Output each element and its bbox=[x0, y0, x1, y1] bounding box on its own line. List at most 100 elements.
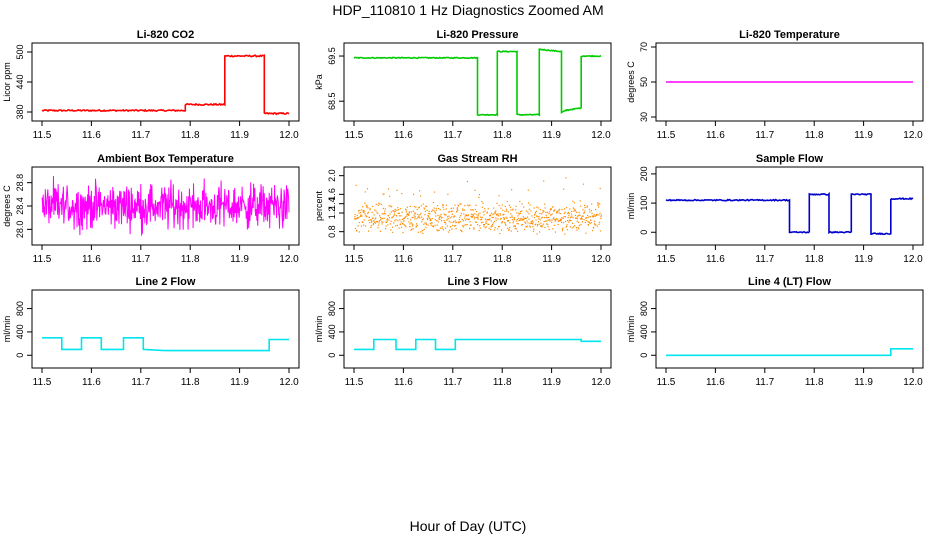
data-point bbox=[537, 224, 539, 226]
data-point bbox=[368, 216, 370, 218]
data-point bbox=[573, 208, 575, 210]
data-point bbox=[462, 220, 464, 222]
data-point bbox=[409, 205, 411, 207]
data-point bbox=[448, 220, 450, 222]
data-point bbox=[508, 204, 510, 206]
data-point bbox=[399, 224, 401, 226]
data-point bbox=[492, 225, 494, 227]
data-point bbox=[382, 207, 384, 210]
data-point bbox=[466, 214, 468, 217]
x-tick-label: 11.9 bbox=[542, 130, 561, 141]
data-point bbox=[564, 208, 566, 210]
data-point bbox=[498, 226, 501, 228]
x-tick-label: 11.5 bbox=[345, 254, 364, 265]
data-point bbox=[493, 213, 495, 215]
data-point bbox=[379, 230, 381, 232]
data-point bbox=[417, 231, 419, 233]
data-point bbox=[445, 214, 447, 216]
data-point bbox=[550, 214, 552, 216]
data-point bbox=[427, 224, 429, 226]
data-point bbox=[546, 220, 548, 222]
data-point bbox=[551, 219, 553, 221]
data-point bbox=[460, 213, 462, 215]
data-point bbox=[531, 215, 533, 217]
data-point bbox=[507, 220, 509, 222]
data-point bbox=[400, 223, 402, 225]
data-point bbox=[402, 223, 404, 225]
x-tick-label: 11.8 bbox=[493, 254, 512, 265]
data-point bbox=[539, 231, 541, 233]
data-point bbox=[583, 212, 585, 214]
data-point bbox=[551, 213, 553, 215]
data-point bbox=[389, 195, 391, 197]
data-point bbox=[355, 184, 357, 186]
y-tick-label: 800 bbox=[639, 301, 649, 316]
x-tick-label: 11.6 bbox=[706, 130, 725, 141]
data-point bbox=[381, 221, 383, 223]
data-point bbox=[359, 209, 361, 212]
data-point bbox=[574, 214, 577, 217]
data-point bbox=[517, 230, 519, 232]
data-point bbox=[468, 205, 470, 207]
data-point bbox=[511, 216, 513, 218]
data-point bbox=[523, 218, 525, 221]
data-point bbox=[599, 187, 601, 190]
data-point bbox=[435, 209, 437, 211]
data-point bbox=[452, 207, 454, 209]
data-point bbox=[478, 194, 481, 196]
data-point bbox=[414, 213, 417, 215]
data-point bbox=[490, 212, 493, 214]
data-point bbox=[543, 220, 545, 223]
data-point bbox=[598, 221, 600, 223]
data-point bbox=[378, 202, 380, 204]
data-point bbox=[561, 228, 563, 230]
data-point bbox=[439, 218, 441, 220]
data-point bbox=[487, 219, 489, 221]
data-point bbox=[456, 208, 458, 210]
data-point bbox=[470, 215, 472, 218]
data-point bbox=[459, 216, 461, 218]
data-point bbox=[500, 218, 502, 220]
data-point bbox=[452, 224, 454, 227]
data-point bbox=[367, 207, 369, 209]
data-point bbox=[401, 218, 403, 220]
data-point bbox=[374, 218, 376, 220]
data-point bbox=[525, 217, 527, 219]
data-point bbox=[486, 212, 488, 214]
x-tick-label: 11.7 bbox=[755, 130, 774, 141]
x-tick-label: 11.7 bbox=[443, 130, 462, 141]
data-point bbox=[413, 193, 415, 195]
y-tick-label: 0 bbox=[639, 353, 649, 358]
data-point bbox=[391, 206, 393, 208]
data-point bbox=[500, 217, 502, 219]
panel-3: Li-820 Temperature 11.5 11.6 11.7 11.8 11.9 12… bbox=[626, 29, 924, 141]
data-point bbox=[398, 227, 400, 229]
data-point bbox=[509, 216, 511, 219]
x-tick-label: 12.0 bbox=[591, 377, 611, 388]
data-point bbox=[526, 225, 528, 227]
data-point bbox=[385, 225, 387, 227]
data-point bbox=[427, 218, 429, 220]
data-point bbox=[543, 180, 545, 182]
data-point bbox=[427, 215, 429, 217]
series-line bbox=[41, 54, 290, 116]
data-point bbox=[416, 224, 418, 226]
data-point bbox=[448, 211, 450, 213]
data-point bbox=[394, 208, 396, 211]
data-point bbox=[529, 204, 531, 206]
data-point bbox=[598, 206, 600, 208]
data-point bbox=[483, 225, 485, 227]
data-point bbox=[484, 227, 486, 229]
data-point bbox=[475, 204, 477, 206]
data-point bbox=[498, 204, 500, 207]
data-point bbox=[539, 209, 541, 211]
data-point bbox=[458, 205, 460, 207]
data-point bbox=[431, 222, 433, 224]
data-point bbox=[408, 211, 411, 213]
data-point bbox=[370, 226, 372, 228]
y-tick-label: 800 bbox=[327, 301, 337, 316]
data-point bbox=[582, 183, 585, 185]
plot-frame bbox=[343, 166, 612, 246]
data-point bbox=[489, 214, 492, 216]
data-point bbox=[363, 219, 365, 221]
